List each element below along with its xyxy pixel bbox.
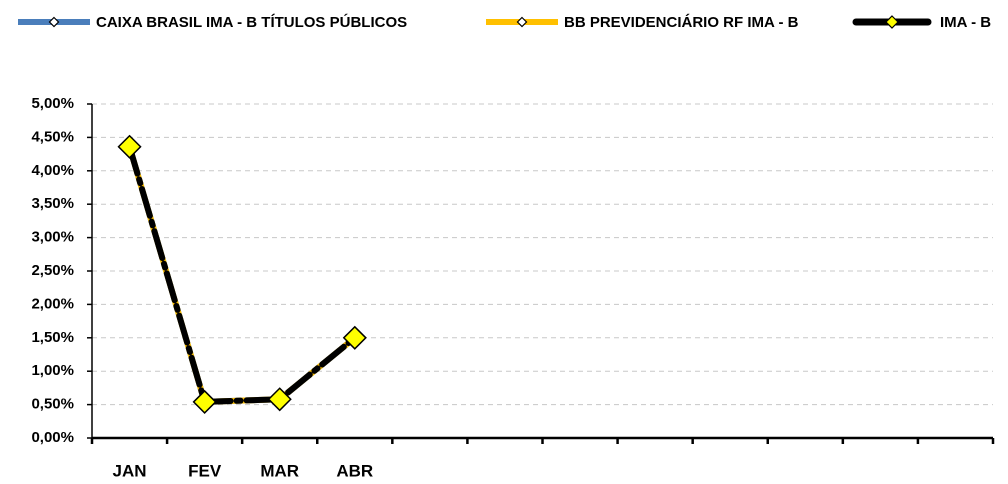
y-tick-label: 0,50% [31,396,74,413]
x-tick-label: ABR [336,461,373,480]
y-tick-label: 0,00% [31,429,74,446]
y-tick-label: 1,00% [31,362,74,379]
y-tick-label: 3,00% [31,229,74,246]
y-tick-label: 5,00% [31,95,74,112]
legend-marker [48,16,60,28]
point-marker [192,389,217,414]
y-tick-label: 2,00% [31,295,74,312]
legend-marker [885,15,899,29]
y-tick-label: 4,50% [31,128,74,145]
x-tick-label: FEV [188,461,222,480]
y-tick-label: 2,50% [31,262,74,279]
legend-marker [516,16,528,28]
legend-label: IMA - B [940,14,991,31]
point-marker [342,325,367,350]
y-tick-label: 4,00% [31,162,74,179]
legend-label: CAIXA BRASIL IMA - B TÍTULOS PÚBLICOS [96,13,407,31]
point-marker [267,387,292,412]
y-tick-label: 3,50% [31,195,74,212]
y-tick-label: 1,50% [31,329,74,346]
series-line [126,143,358,406]
x-tick-label: MAR [260,461,299,480]
point-marker [117,134,142,159]
x-tick-label: JAN [113,461,147,480]
legend-label: BB PREVIDENCIÁRIO RF IMA - B [564,14,799,31]
